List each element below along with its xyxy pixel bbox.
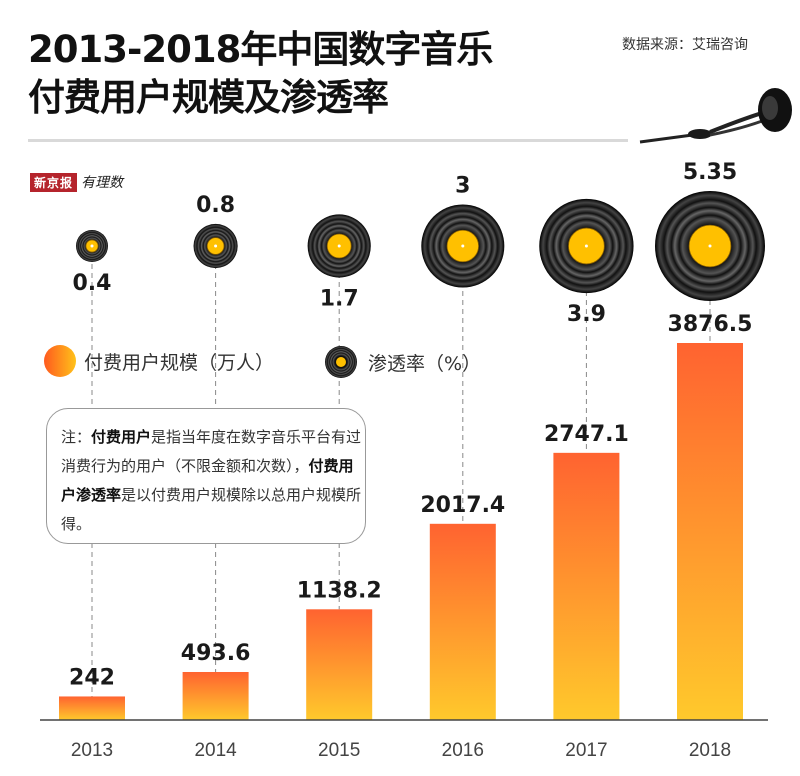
title-divider xyxy=(28,139,628,142)
note-text2: 是以付费用户规模除以总用户规模所得。 xyxy=(61,486,362,533)
record-hole xyxy=(708,244,712,248)
x-tick-label: 2014 xyxy=(194,740,237,761)
legend-item-record: 渗透率（%） xyxy=(324,345,481,379)
note-term-penetration: 付费用户渗透率 xyxy=(61,457,354,504)
bar-2014 xyxy=(182,671,249,720)
legend-swatch-bar xyxy=(44,345,76,377)
vinyl-record-2015 xyxy=(307,214,371,278)
chart-title-line2: 付费用户规模及渗透率 xyxy=(28,76,389,119)
vinyl-record-2013 xyxy=(76,230,108,262)
x-tick-label: 2016 xyxy=(442,740,484,761)
bar-2016 xyxy=(429,523,496,720)
rate-value-label: 3.9 xyxy=(567,302,606,327)
rate-value-label: 0.4 xyxy=(73,271,112,296)
vinyl-record-2017 xyxy=(539,198,634,294)
bar-value-label: 493.6 xyxy=(181,641,251,666)
rate-value-label: 5.35 xyxy=(683,160,737,185)
brand-logo: 新京报 有理数 xyxy=(30,172,123,192)
headphone-icon xyxy=(639,88,792,144)
vinyl-record-icon xyxy=(325,346,357,378)
bar-2018 xyxy=(677,343,743,720)
x-tick-label: 2017 xyxy=(565,740,607,761)
bar-value-label: 242 xyxy=(69,665,115,690)
record-hole xyxy=(214,244,218,248)
legend-label-bar: 付费用户规模（万人） xyxy=(84,351,275,374)
vinyl-record-2018 xyxy=(655,191,765,301)
legend-label-record: 渗透率（%） xyxy=(368,352,482,375)
record-hole xyxy=(90,244,94,248)
x-tick-label: 2013 xyxy=(71,740,113,761)
bar-2013 xyxy=(59,696,125,720)
x-tick-label: 2018 xyxy=(689,740,731,761)
bar-2015 xyxy=(306,609,373,720)
data-source: 数据来源：艾瑞咨询 xyxy=(622,37,748,53)
legend-item-bar: 付费用户规模（万人） xyxy=(44,345,274,377)
note-prefix: 注： xyxy=(61,428,92,446)
vinyl-record-2016 xyxy=(421,204,505,288)
note-term-paid-user: 付费用户 xyxy=(91,428,152,446)
rate-value-label: 0.8 xyxy=(196,193,235,218)
note-text1: 是指当年度在数字音乐平台有过消费行为的用户（不限金额和次数）， xyxy=(61,428,362,475)
bar-value-label: 2017.4 xyxy=(420,493,505,518)
bar-value-label: 3876.5 xyxy=(668,312,753,337)
x-tick-label: 2015 xyxy=(318,740,360,761)
rate-value-label: 3 xyxy=(455,173,470,198)
record-hole xyxy=(461,244,465,248)
chart-title-line1: 2013-2018年中国数字音乐 xyxy=(28,28,493,71)
bar-value-label: 1138.2 xyxy=(297,578,382,603)
record-hole xyxy=(337,244,341,248)
brand-script-text: 有理数 xyxy=(81,175,124,191)
brand-box-text: 新京报 xyxy=(30,172,78,192)
vinyl-record-2014 xyxy=(193,223,238,269)
bar-value-label: 2747.1 xyxy=(544,422,629,447)
footnote-box: 注：付费用户是指当年度在数字音乐平台有过消费行为的用户（不限金额和次数），付费用… xyxy=(46,408,366,544)
record-hole xyxy=(584,244,588,248)
rate-value-label: 1.7 xyxy=(320,287,359,312)
bar-2017 xyxy=(553,452,620,720)
